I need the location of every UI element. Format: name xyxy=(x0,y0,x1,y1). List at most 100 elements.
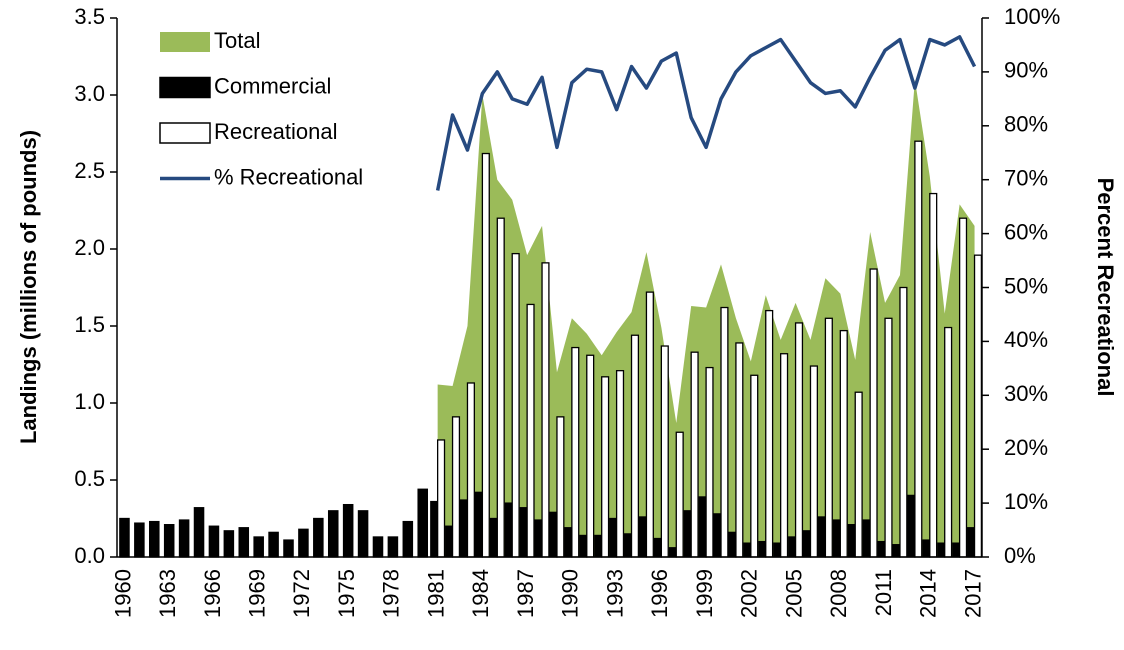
legend-label: Commercial xyxy=(214,73,331,98)
bar xyxy=(638,516,648,558)
bar xyxy=(824,317,833,558)
y2-tick-label: 0% xyxy=(1004,543,1036,568)
bar xyxy=(451,416,461,558)
bar xyxy=(193,507,205,558)
x-tick-label: 1972 xyxy=(289,569,314,618)
line xyxy=(435,35,977,191)
bar xyxy=(952,542,961,558)
legend-label: % Recreational xyxy=(214,164,363,189)
bar xyxy=(735,342,744,558)
y2-tick-label: 80% xyxy=(1004,112,1048,137)
y-tick-label: 1.5 xyxy=(74,312,105,337)
bar xyxy=(313,517,324,558)
y2-tick-label: 40% xyxy=(1004,327,1048,352)
y2-axis-title: Percent Recreational xyxy=(1093,178,1118,397)
bar xyxy=(780,353,789,558)
y-tick-label: 0.0 xyxy=(74,543,105,568)
y2-tick-label: 20% xyxy=(1004,435,1048,460)
bar xyxy=(869,268,878,558)
bar xyxy=(474,491,484,558)
legend-label: Total xyxy=(214,28,260,53)
bar xyxy=(459,499,469,558)
bar xyxy=(466,382,475,558)
bar xyxy=(519,507,528,558)
bar xyxy=(847,524,856,558)
bar xyxy=(630,334,640,558)
bar xyxy=(750,374,759,558)
bar xyxy=(907,494,916,558)
bar xyxy=(549,511,558,558)
bar xyxy=(298,528,309,558)
bar xyxy=(149,520,160,558)
bar xyxy=(929,192,938,558)
bar xyxy=(758,540,767,558)
bar xyxy=(436,439,446,558)
bar xyxy=(675,431,684,558)
bar xyxy=(817,516,827,558)
bar xyxy=(238,527,250,558)
x-tick-label: 2011 xyxy=(871,569,896,616)
bar xyxy=(541,262,550,558)
bar xyxy=(839,329,848,558)
bar xyxy=(571,346,580,558)
x-tick-label: 2002 xyxy=(737,569,762,618)
y-axis-title: Landings (millions of pounds) xyxy=(16,130,41,444)
bar xyxy=(594,534,603,558)
bar xyxy=(765,309,774,558)
bar xyxy=(653,537,663,558)
bar xyxy=(134,522,145,558)
bar xyxy=(720,306,729,558)
bar xyxy=(564,527,573,558)
bar xyxy=(268,531,279,558)
x-tick-label: 1978 xyxy=(379,569,404,618)
bar xyxy=(683,510,692,558)
bar xyxy=(690,351,699,558)
bar xyxy=(119,517,130,558)
bar xyxy=(208,525,220,558)
bar xyxy=(586,354,595,558)
bar xyxy=(854,391,863,558)
x-tick-label: 1996 xyxy=(647,569,672,618)
y-tick-label: 2.5 xyxy=(74,158,105,183)
x-tick-label: 2008 xyxy=(826,569,851,618)
x-tick-label: 1993 xyxy=(602,569,627,618)
bar xyxy=(922,539,931,558)
y2-tick-label: 100% xyxy=(1004,4,1060,29)
bar xyxy=(832,519,841,558)
y-tick-label: 1.0 xyxy=(74,389,105,414)
bar xyxy=(802,530,812,558)
bar xyxy=(511,252,520,558)
bar xyxy=(556,416,565,558)
y-tick-label: 3.0 xyxy=(74,81,105,106)
y2-tick-label: 50% xyxy=(1004,273,1048,298)
bar xyxy=(892,544,901,558)
bar xyxy=(342,503,354,558)
bar xyxy=(914,140,923,558)
x-tick-label: 1966 xyxy=(200,569,225,618)
bar xyxy=(862,519,871,558)
x-tick-label: 1981 xyxy=(423,569,448,618)
bar xyxy=(445,525,454,558)
bar xyxy=(579,534,588,558)
bar xyxy=(713,513,722,558)
bar xyxy=(387,536,399,558)
y-tick-label: 0.5 xyxy=(74,466,105,491)
bar xyxy=(357,510,369,558)
bar xyxy=(788,536,797,558)
bar xyxy=(372,536,384,558)
bar xyxy=(809,365,819,558)
bar xyxy=(624,533,633,558)
x-tick-label: 1975 xyxy=(334,569,359,618)
bar xyxy=(899,286,908,558)
bar xyxy=(430,500,439,558)
bar xyxy=(283,539,294,558)
bar xyxy=(601,376,610,558)
bar xyxy=(163,524,175,558)
x-tick-label: 1969 xyxy=(244,569,269,618)
bar xyxy=(967,527,976,558)
x-tick-label: 1999 xyxy=(692,569,717,618)
bar xyxy=(417,488,429,558)
bar xyxy=(615,370,625,558)
bar xyxy=(609,517,618,558)
bar xyxy=(327,510,339,558)
